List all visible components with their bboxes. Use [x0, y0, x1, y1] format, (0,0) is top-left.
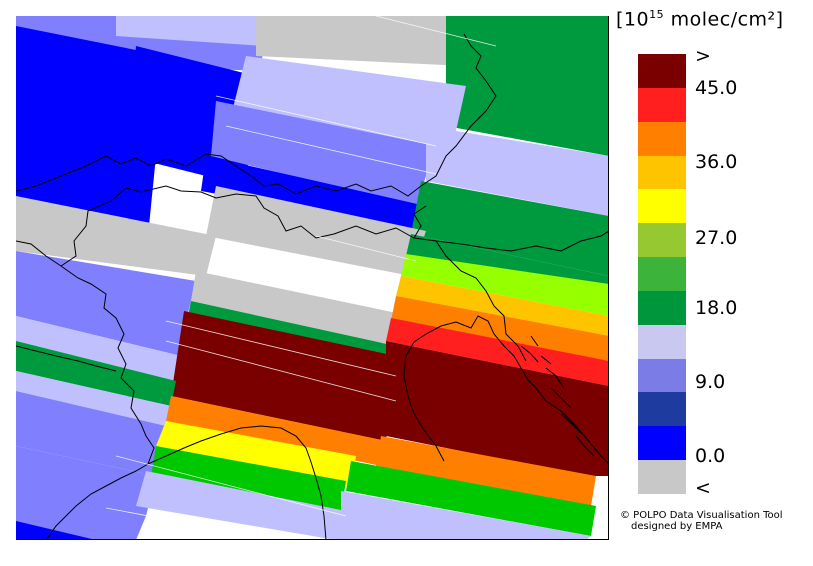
legend-swatch-1: [638, 87, 686, 123]
map-swath-17: [191, 271, 411, 346]
legend-bracket-close: ]: [775, 8, 784, 31]
legend-unit: molec/cm²: [664, 8, 776, 31]
legend-label-7: <: [695, 477, 711, 499]
map-swath-5: [16, 26, 166, 256]
map-swath-2: [116, 16, 266, 46]
map-swath-38: [16, 521, 96, 540]
no2-map: [16, 16, 609, 540]
map-swath-26: [16, 341, 176, 406]
croatian-islands: [520, 335, 595, 457]
legend-swatch-11: [638, 426, 686, 461]
austria-border: [413, 230, 609, 252]
alpine-border: [16, 33, 497, 197]
swiss-italy-border: [60, 185, 427, 267]
map-swath-29: [166, 396, 386, 466]
legend-label-1: 45.0: [695, 77, 738, 99]
map-swath-9: [201, 156, 426, 231]
legend-label-2: 36.0: [695, 151, 738, 173]
french-coast: [45, 463, 149, 540]
map-canvas: [16, 16, 609, 540]
legend-swatch-4: [638, 189, 686, 224]
map-swath-35: [136, 471, 346, 540]
color-legend: [638, 54, 686, 495]
legend-swatch-12: [638, 460, 686, 495]
map-swath-32: [151, 446, 346, 511]
france-italy-border: [60, 265, 155, 465]
legend-label-4: 18.0: [695, 297, 738, 319]
map-swath-10: [426, 126, 609, 216]
country-borders: [16, 33, 609, 540]
map-swath-25: [386, 341, 609, 476]
map-swath-36: [336, 491, 591, 540]
map-swath-27: [16, 371, 171, 426]
legend-exponent: 15: [649, 8, 665, 21]
map-swath-34: [16, 446, 156, 516]
map-swath-24: [171, 311, 396, 441]
credit-line-2: designed by EMPA: [631, 521, 723, 532]
legend-swatch-7: [638, 290, 686, 326]
legend-swatch-6: [638, 257, 686, 292]
legend-label-3: 27.0: [695, 227, 738, 249]
ligurian-coast: [147, 425, 327, 540]
map-swath-18: [396, 276, 609, 341]
legend-label-6: 0.0: [695, 445, 726, 467]
legend-swatch-8: [638, 324, 686, 360]
legend-swatch-10: [638, 392, 686, 427]
legend-swatch-3: [638, 155, 686, 190]
map-swath-30: [376, 436, 596, 506]
map-swath-22: [16, 316, 181, 386]
map-swath-37: [16, 486, 146, 540]
legend-label-5: 9.0: [695, 371, 726, 393]
map-swath-3: [256, 16, 466, 66]
legend-title: [1015 molec/cm²]: [616, 8, 784, 30]
adriatic-coast-north: [413, 315, 609, 465]
legend-base: 10: [623, 8, 650, 31]
map-swath-23: [386, 318, 609, 386]
french-interior: [16, 240, 117, 372]
credit: © POLPO Data Visualisation Tool designed…: [620, 510, 783, 532]
italian-coast-east: [403, 341, 445, 462]
map-swath-33: [346, 461, 596, 536]
map-swath-4: [446, 16, 609, 156]
legend-label-0: >: [695, 45, 711, 67]
map-swath-8: [211, 101, 436, 206]
map-swath-28: [16, 391, 166, 476]
map-swath-15: [401, 254, 609, 316]
map-swath-13: [206, 186, 426, 276]
map-swath-12: [16, 196, 216, 276]
map-swath-16: [16, 251, 196, 321]
orbit-lines: [105, 16, 497, 540]
legend-swatch-0: [638, 54, 686, 89]
legend-swatch-9: [638, 358, 686, 393]
map-swath-21: [16, 281, 188, 356]
legend-swatch-5: [638, 223, 686, 258]
italy-slovenia-border: [435, 240, 527, 362]
map-swath-19: [391, 296, 609, 361]
credit-line-1: © POLPO Data Visualisation Tool: [620, 510, 783, 521]
map-swath-31: [156, 421, 356, 486]
map-swath-11: [411, 181, 609, 276]
legend-swatch-2: [638, 121, 686, 157]
legend-bracket-open: [: [616, 8, 624, 31]
